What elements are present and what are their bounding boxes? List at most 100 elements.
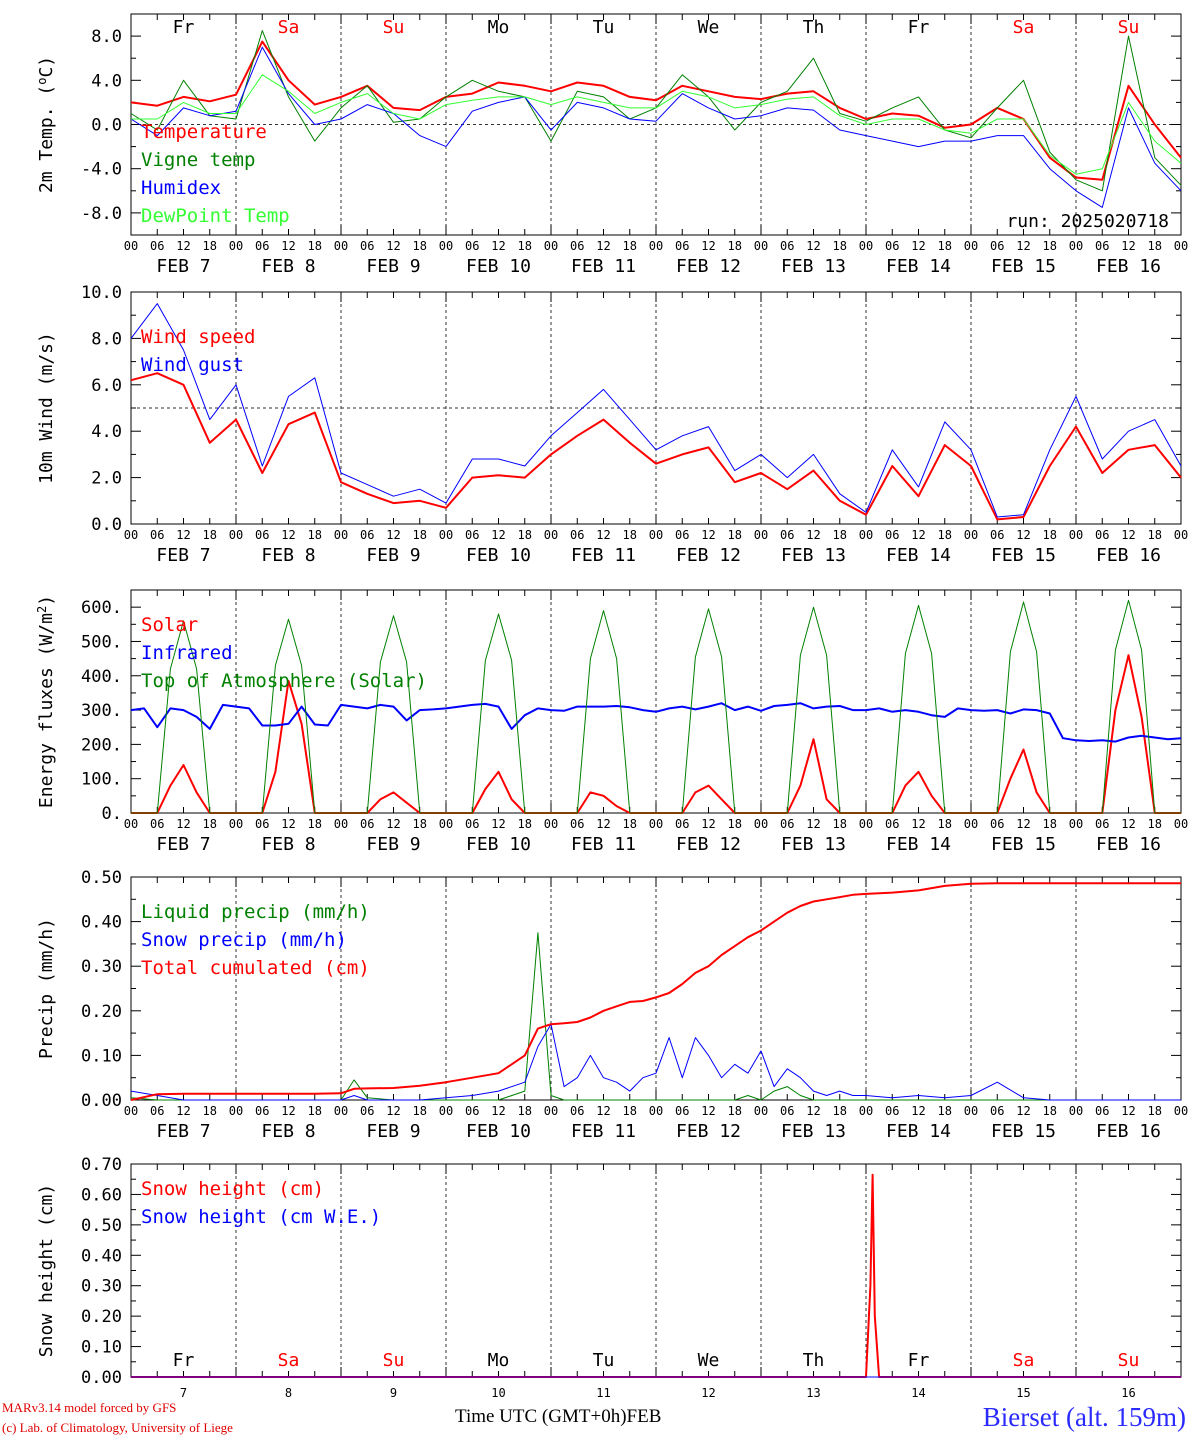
x-hour-label: 18 <box>833 1104 847 1118</box>
x-hour-label: 00 <box>649 528 663 542</box>
x-day-label: FEB 12 <box>676 545 741 566</box>
y-tick-label: 8.0 <box>91 329 122 349</box>
y-tick-label: -8.0 <box>81 204 122 224</box>
x-hour-label: 12 <box>806 239 820 253</box>
x-day-label: FEB 8 <box>261 1121 315 1142</box>
x-hour-label: 06 <box>150 1104 164 1118</box>
x-hour-label: 00 <box>544 528 558 542</box>
weekday-label: Fr <box>908 17 930 38</box>
weekday-label: Sa <box>1013 1350 1035 1371</box>
x-hour-label: 00 <box>649 1104 663 1118</box>
x-hour-label: 18 <box>518 239 532 253</box>
day-number-label: 13 <box>806 1386 820 1400</box>
weekday-label: Su <box>383 1350 405 1371</box>
x-hour-label: 12 <box>386 239 400 253</box>
y-tick-label: 0.00 <box>81 1368 122 1388</box>
x-day-label: FEB 14 <box>886 1121 951 1142</box>
x-hour-label: 06 <box>150 528 164 542</box>
x-hour-label: 00 <box>1174 817 1188 831</box>
x-hour-label: 12 <box>491 1104 505 1118</box>
x-hour-label: 18 <box>1043 1104 1057 1118</box>
x-hour-label: 00 <box>649 817 663 831</box>
y-tick-label: 0.20 <box>81 1002 122 1022</box>
day-number-label: 11 <box>596 1386 610 1400</box>
legend-entry: Solar <box>141 614 198 636</box>
weekday-label: We <box>698 17 720 38</box>
x-hour-label: 00 <box>334 239 348 253</box>
x-hour-label: 18 <box>1148 1104 1162 1118</box>
x-hour-label: 12 <box>701 817 715 831</box>
x-hour-label: 18 <box>413 528 427 542</box>
x-hour-label: 18 <box>833 528 847 542</box>
x-day-label: FEB 10 <box>466 545 531 566</box>
x-hour-label: 12 <box>701 528 715 542</box>
x-hour-label: 12 <box>596 1104 610 1118</box>
x-hour-label: 00 <box>124 239 138 253</box>
x-hour-label: 18 <box>938 1104 952 1118</box>
y-tick-label: 0.60 <box>81 1185 122 1205</box>
weekday-label: Sa <box>278 17 300 38</box>
x-hour-label: 12 <box>1121 239 1135 253</box>
x-hour-label: 18 <box>413 817 427 831</box>
x-hour-label: 12 <box>1121 817 1135 831</box>
day-number-label: 15 <box>1016 1386 1030 1400</box>
y-tick-label: 0.70 <box>81 1155 122 1175</box>
x-hour-label: 18 <box>518 528 532 542</box>
y-tick-label: 8.0 <box>91 27 122 47</box>
x-hour-label: 06 <box>150 239 164 253</box>
x-hour-label: 12 <box>1121 1104 1135 1118</box>
day-number-label: 9 <box>390 1386 397 1400</box>
weekday-label: Mo <box>488 1350 510 1371</box>
x-hour-label: 18 <box>938 239 952 253</box>
x-day-label: FEB 16 <box>1096 256 1161 277</box>
x-day-label: FEB 10 <box>466 834 531 855</box>
x-hour-label: 12 <box>1016 817 1030 831</box>
x-hour-label: 18 <box>938 817 952 831</box>
x-hour-label: 00 <box>754 817 768 831</box>
x-day-label: FEB 8 <box>261 545 315 566</box>
y-axis-label: Precip (mm/h) <box>36 918 57 1059</box>
x-hour-label: 00 <box>1174 239 1188 253</box>
x-hour-label: 12 <box>281 1104 295 1118</box>
plot-frame <box>130 589 1182 814</box>
x-day-label: FEB 13 <box>781 256 846 277</box>
y-axis-unit: C) <box>36 56 57 78</box>
x-hour-label: 12 <box>911 817 925 831</box>
legend-entry: DewPoint Temp <box>141 205 290 227</box>
x-hour-label: 18 <box>308 239 322 253</box>
x-hour-label: 18 <box>1148 528 1162 542</box>
x-hour-label: 12 <box>911 239 925 253</box>
x-hour-label: 00 <box>124 1104 138 1118</box>
x-day-label: FEB 7 <box>156 1121 210 1142</box>
x-day-label: FEB 13 <box>781 545 846 566</box>
dewpoint-temp-line <box>131 74 1182 175</box>
lab-credit: (c) Lab. of Climatology, University of L… <box>2 1420 233 1435</box>
day-number-label: 10 <box>491 1386 505 1400</box>
x-hour-label: 12 <box>281 817 295 831</box>
x-hour-label: 18 <box>308 817 322 831</box>
x-day-label: FEB 7 <box>156 256 210 277</box>
time-axis-title: Time UTC (GMT+0h)FEB <box>455 1406 661 1428</box>
x-hour-label: 18 <box>728 239 742 253</box>
wind-panel: 0.0 2.0 4.0 6.0 8.0 10.0 10m Wind (m/s) 00 06 12 1… <box>36 283 1188 566</box>
y-axis-unit-degree: o <box>35 78 49 85</box>
x-hour-label: 06 <box>675 528 689 542</box>
day-number-label: 7 <box>180 1386 187 1400</box>
x-hour-label: 00 <box>964 1104 978 1118</box>
x-hour-label: 00 <box>124 528 138 542</box>
x-hour-label: 06 <box>465 1104 479 1118</box>
x-hour-label: 06 <box>1095 239 1109 253</box>
x-day-label: FEB 11 <box>571 1121 636 1142</box>
legend-entry: Temperature <box>141 121 267 143</box>
y-tick-label: 10.0 <box>81 283 122 303</box>
temperature-line <box>130 40 1182 181</box>
x-hour-label: 00 <box>1069 817 1083 831</box>
x-day-label: FEB 13 <box>781 834 846 855</box>
y-tick-label: 0.40 <box>81 913 122 933</box>
x-hour-label: 00 <box>544 817 558 831</box>
x-hour-label: 00 <box>859 1104 873 1118</box>
x-hour-label: 12 <box>701 239 715 253</box>
weekday-label: Su <box>1118 17 1140 38</box>
x-hour-label: 06 <box>990 239 1004 253</box>
x-hour-label: 12 <box>701 1104 715 1118</box>
